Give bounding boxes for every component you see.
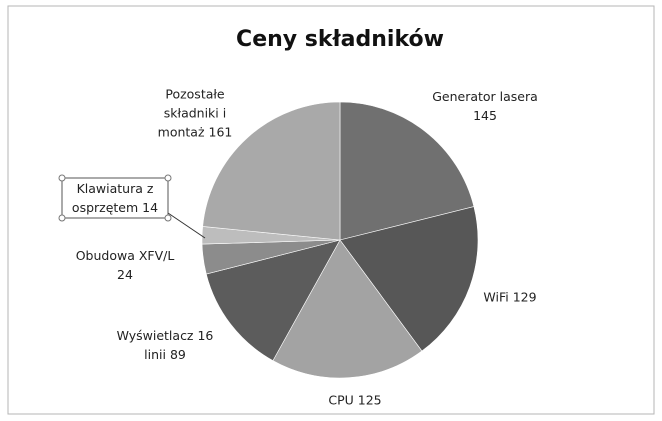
pie-slice xyxy=(339,101,475,241)
pie-slice xyxy=(205,239,341,362)
pie-slice xyxy=(202,101,341,241)
data-label: Klawiatura z osprzętem 14 xyxy=(65,179,165,217)
label-category: Obudowa XFV/L xyxy=(75,248,175,263)
label-value: 161 xyxy=(208,124,233,140)
pie-slice xyxy=(339,206,479,352)
pie-slice xyxy=(272,239,423,379)
label-category: CPU xyxy=(328,392,354,408)
label-value: 89 xyxy=(169,347,186,362)
label-value: 24 xyxy=(117,267,133,282)
data-label: Generator lasera 145 xyxy=(430,87,540,125)
data-label: Pozostałe składniki i montaż 161 xyxy=(145,85,245,142)
data-label: Wyświetlacz 16 linii 89 xyxy=(105,326,225,364)
label-category: Pozostałe składniki i montaż xyxy=(157,86,227,140)
label-value: 14 xyxy=(142,200,159,215)
pie xyxy=(201,101,479,379)
label-category: Generator lasera xyxy=(432,89,538,104)
label-category: Wyświetlacz 16 linii xyxy=(116,328,214,362)
label-value: 145 xyxy=(473,108,497,123)
selection-handles xyxy=(58,174,172,222)
leader-line xyxy=(167,212,206,239)
label-box xyxy=(61,177,169,219)
data-label: CPU 125 xyxy=(310,391,400,410)
data-label: Obudowa XFV/L 24 xyxy=(70,246,180,284)
label-value: 129 xyxy=(512,289,537,305)
label-category: Klawiatura z osprzętem xyxy=(71,181,154,215)
label-category: WiFi xyxy=(483,289,509,305)
data-label: WiFi 129 xyxy=(465,288,555,307)
label-value: 125 xyxy=(357,392,382,408)
chart-title: Ceny składników xyxy=(236,27,444,52)
